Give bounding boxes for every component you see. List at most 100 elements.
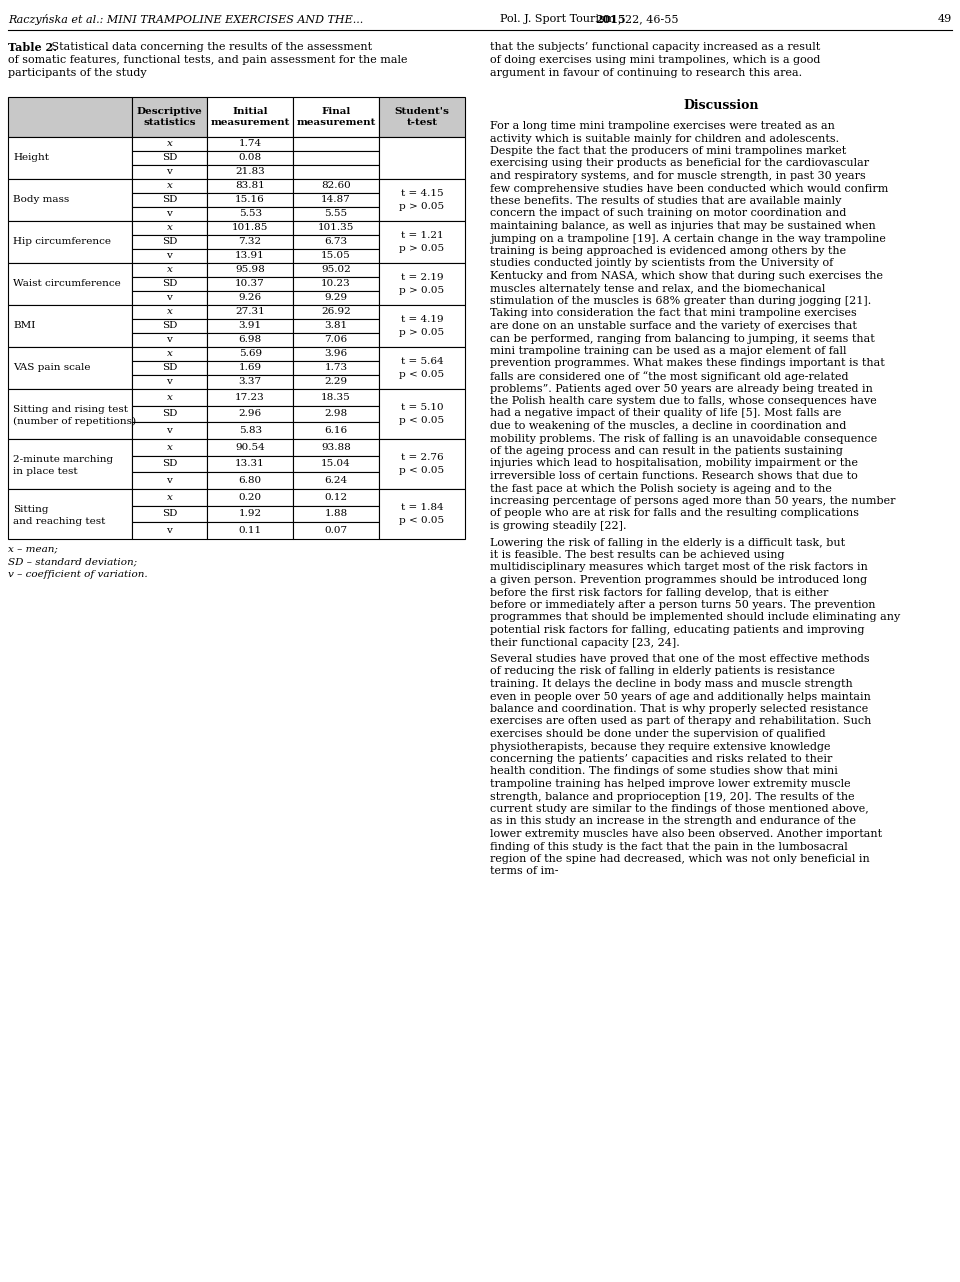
- Text: 5.55: 5.55: [324, 209, 348, 218]
- Text: balance and coordination. That is why properly selected resistance: balance and coordination. That is why pr…: [490, 704, 868, 714]
- Bar: [293, 505, 379, 522]
- Bar: [207, 347, 293, 362]
- Text: participants of the study: participants of the study: [8, 68, 147, 78]
- Bar: [207, 319, 293, 333]
- Bar: [207, 179, 293, 194]
- Bar: [207, 263, 293, 277]
- Bar: [293, 194, 379, 206]
- Text: 15.05: 15.05: [322, 251, 351, 260]
- Text: training. It delays the decline in body mass and muscle strength: training. It delays the decline in body …: [490, 679, 852, 688]
- Text: increasing percentage of persons aged more than 50 years, the number: increasing percentage of persons aged mo…: [490, 496, 896, 506]
- Bar: [132, 405, 207, 422]
- Text: 95.02: 95.02: [322, 265, 351, 274]
- Text: 9.26: 9.26: [239, 294, 262, 303]
- Bar: [293, 319, 379, 333]
- Text: SD: SD: [161, 364, 177, 373]
- Text: is growing steadily [22].: is growing steadily [22].: [490, 520, 627, 531]
- Bar: [132, 291, 207, 305]
- Text: 6.24: 6.24: [324, 476, 348, 485]
- Bar: [379, 388, 465, 438]
- Text: 0.11: 0.11: [239, 526, 262, 535]
- Bar: [207, 165, 293, 179]
- Bar: [293, 522, 379, 538]
- Text: strength, balance and proprioception [19, 20]. The results of the: strength, balance and proprioception [19…: [490, 791, 854, 801]
- Text: x: x: [166, 182, 173, 191]
- Text: 3.37: 3.37: [239, 377, 262, 386]
- Bar: [207, 472, 293, 488]
- Text: Student's
t-test: Student's t-test: [395, 106, 449, 127]
- Text: a given person. Prevention programmes should be introduced long: a given person. Prevention programmes sh…: [490, 576, 867, 585]
- Text: 2.98: 2.98: [324, 409, 348, 418]
- Bar: [8, 263, 132, 305]
- Bar: [293, 137, 379, 151]
- Text: jumping on a trampoline [19]. A certain change in the way trampoline: jumping on a trampoline [19]. A certain …: [490, 233, 886, 244]
- Text: and reaching test: and reaching test: [13, 517, 106, 526]
- Text: that the subjects’ functional capacity increased as a result: that the subjects’ functional capacity i…: [490, 42, 820, 53]
- Text: exercising using their products as beneficial for the cardiovascular: exercising using their products as benef…: [490, 159, 869, 168]
- Text: 17.23: 17.23: [235, 392, 265, 401]
- Bar: [207, 505, 293, 522]
- Text: t = 5.64
p < 0.05: t = 5.64 p < 0.05: [399, 356, 444, 379]
- Text: 83.81: 83.81: [235, 182, 265, 191]
- Text: t = 1.21
p > 0.05: t = 1.21 p > 0.05: [399, 231, 444, 253]
- Text: 0.12: 0.12: [324, 492, 348, 501]
- Text: v: v: [166, 336, 173, 345]
- Bar: [293, 488, 379, 505]
- Text: SD – standard deviation;: SD – standard deviation;: [8, 556, 137, 565]
- Text: Initial
measurement: Initial measurement: [210, 106, 290, 127]
- Text: mini trampoline training can be used as a major element of fall: mini trampoline training can be used as …: [490, 346, 847, 356]
- Bar: [132, 488, 207, 505]
- Bar: [132, 422, 207, 438]
- Text: their functional capacity [23, 24].: their functional capacity [23, 24].: [490, 637, 680, 647]
- Text: Sitting: Sitting: [13, 505, 49, 514]
- Text: 2.29: 2.29: [324, 377, 348, 386]
- Text: of reducing the risk of falling in elderly patients is resistance: of reducing the risk of falling in elder…: [490, 667, 835, 677]
- Text: 1.73: 1.73: [324, 364, 348, 373]
- Bar: [293, 263, 379, 277]
- Bar: [207, 291, 293, 305]
- Text: 6.98: 6.98: [239, 336, 262, 345]
- Text: v: v: [166, 251, 173, 260]
- Text: 13.91: 13.91: [235, 251, 265, 260]
- Bar: [8, 438, 132, 488]
- Bar: [293, 206, 379, 221]
- Bar: [132, 235, 207, 249]
- Bar: [132, 151, 207, 165]
- Bar: [207, 376, 293, 388]
- Text: t = 4.19
p > 0.05: t = 4.19 p > 0.05: [399, 315, 444, 337]
- Text: health condition. The findings of some studies show that mini: health condition. The findings of some s…: [490, 767, 838, 777]
- Text: before the first risk factors for falling develop, that is either: before the first risk factors for fallin…: [490, 587, 828, 597]
- Text: x: x: [166, 392, 173, 401]
- Text: 2-minute marching: 2-minute marching: [13, 455, 113, 464]
- Text: are done on an unstable surface and the variety of exercises that: are done on an unstable surface and the …: [490, 320, 857, 331]
- Text: SD: SD: [161, 459, 177, 468]
- Bar: [207, 194, 293, 206]
- Text: of the ageing process and can result in the patients sustaining: of the ageing process and can result in …: [490, 446, 843, 456]
- Bar: [293, 333, 379, 347]
- Text: 0.20: 0.20: [239, 492, 262, 501]
- Text: Raczyńska et al.: MINI TRAMPOLINE EXERCISES AND THE...: Raczyńska et al.: MINI TRAMPOLINE EXERCI…: [8, 14, 363, 26]
- Text: x – mean;: x – mean;: [8, 544, 58, 553]
- Bar: [293, 472, 379, 488]
- Text: Despite the fact that the producers of mini trampolines market: Despite the fact that the producers of m…: [490, 146, 847, 156]
- Bar: [8, 221, 132, 263]
- Bar: [207, 438, 293, 455]
- Bar: [132, 277, 207, 291]
- Bar: [8, 388, 132, 438]
- Text: x: x: [166, 350, 173, 359]
- Text: 2.96: 2.96: [239, 409, 262, 418]
- Text: 6.16: 6.16: [324, 426, 348, 435]
- Text: 14.87: 14.87: [322, 195, 351, 205]
- Text: 82.60: 82.60: [322, 182, 351, 191]
- Bar: [293, 235, 379, 249]
- Text: exercises should be done under the supervision of qualified: exercises should be done under the super…: [490, 729, 826, 738]
- Bar: [293, 347, 379, 362]
- Bar: [132, 472, 207, 488]
- Text: 27.31: 27.31: [235, 308, 265, 317]
- Bar: [207, 333, 293, 347]
- Text: For a long time mini trampoline exercises were treated as an: For a long time mini trampoline exercise…: [490, 121, 835, 131]
- Text: Discussion: Discussion: [684, 99, 758, 112]
- Bar: [8, 305, 132, 347]
- Text: 26.92: 26.92: [322, 308, 351, 317]
- Text: 90.54: 90.54: [235, 442, 265, 451]
